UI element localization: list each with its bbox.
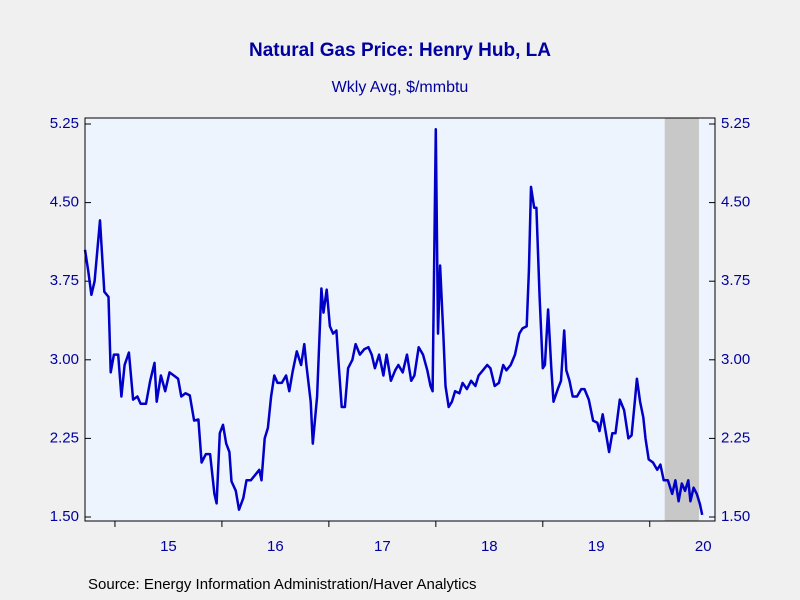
y-tick-label: 1.50 (50, 508, 79, 525)
x-tick-label: 16 (267, 538, 284, 555)
source-note: Source: Energy Information Administratio… (88, 576, 477, 593)
y-tick-label: 3.00 (50, 351, 79, 368)
x-tick-label: 15 (160, 538, 177, 555)
x-tick-label: 18 (481, 538, 498, 555)
y2-tick-label: 3.75 (721, 272, 750, 289)
chart-subtitle: Wkly Avg, $/mmbtu (332, 79, 469, 96)
plot-area (85, 118, 715, 521)
x-tick-label: 20 (695, 538, 712, 555)
chart-title: Natural Gas Price: Henry Hub, LA (249, 40, 551, 61)
y2-tick-label: 3.00 (721, 351, 750, 368)
recession-shading (664, 118, 699, 521)
plot-frame (84, 117, 716, 522)
y-tick-label: 2.25 (50, 429, 79, 446)
y-tick-label: 4.50 (50, 194, 79, 211)
y2-tick-label: 2.25 (721, 429, 750, 446)
y2-tick-label: 4.50 (721, 194, 750, 211)
price-line (83, 127, 704, 516)
y-tick-label: 5.25 (50, 115, 79, 132)
y-tick-label: 3.75 (50, 272, 79, 289)
x-tick-label: 19 (588, 538, 605, 555)
y2-tick-label: 5.25 (721, 115, 750, 132)
x-tick-label: 17 (374, 538, 391, 555)
y2-tick-label: 1.50 (721, 508, 750, 525)
